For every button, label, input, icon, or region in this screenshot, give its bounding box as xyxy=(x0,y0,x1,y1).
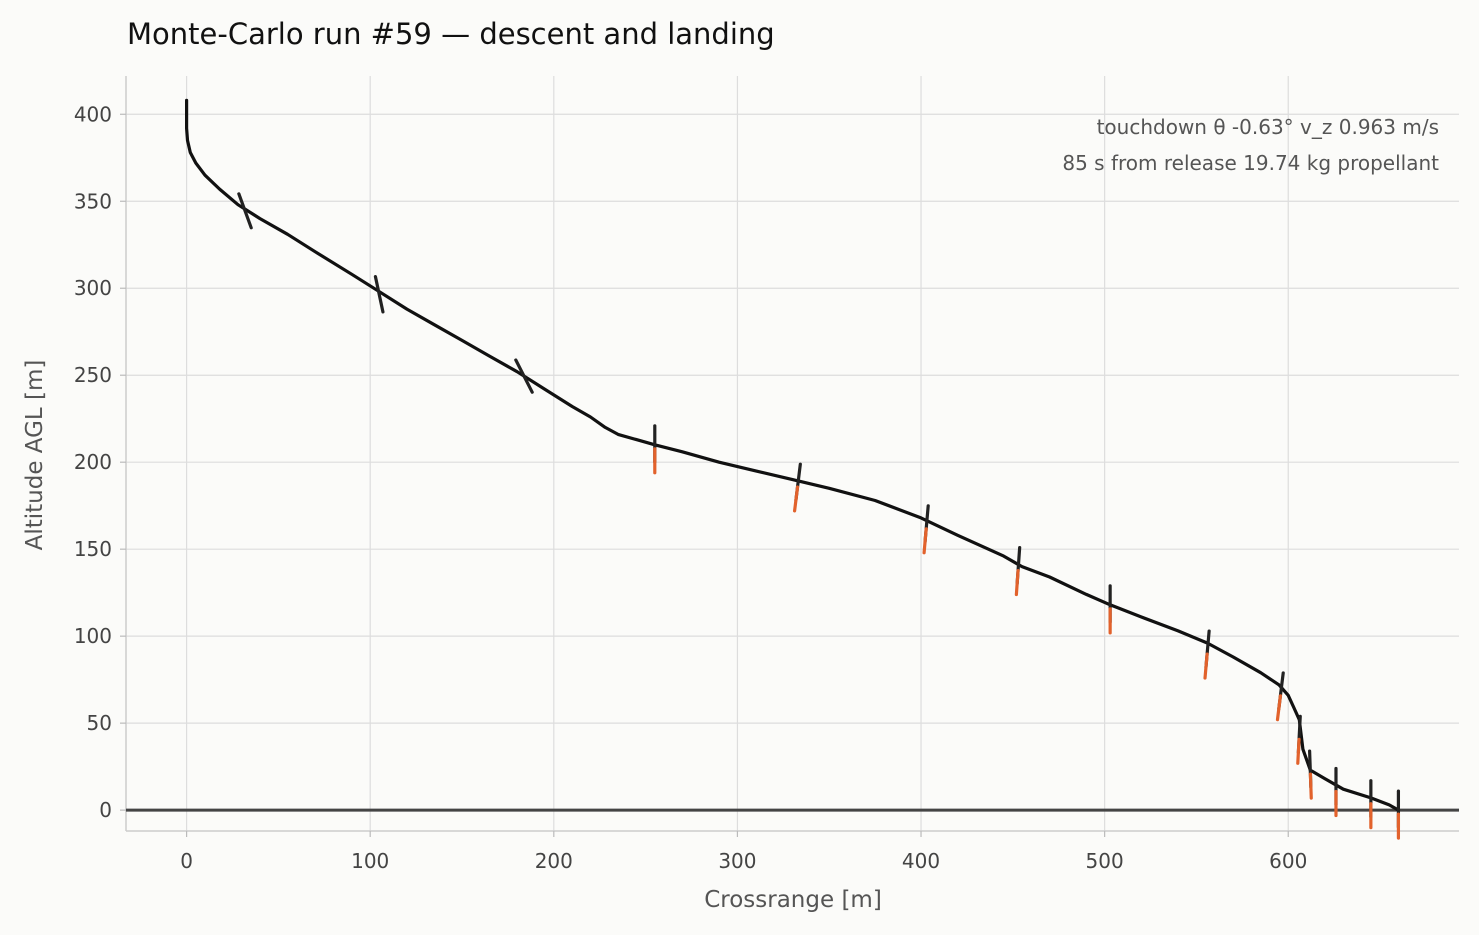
y-tick-labels: 0 50 100 150 200 250 300 350 400 xyxy=(74,102,126,822)
x-tick-label: 300 xyxy=(718,849,756,873)
y-axis-label: Altitude AGL [m] xyxy=(22,360,48,551)
attitude-marker xyxy=(922,504,930,555)
y-tick-label: 350 xyxy=(74,189,112,213)
thrust-plume-mark xyxy=(1308,772,1313,800)
x-tick-label: 0 xyxy=(180,849,193,873)
thrust-plume-mark xyxy=(792,485,800,513)
y-tick-label: 0 xyxy=(99,798,112,822)
attitude-marker xyxy=(1308,749,1313,800)
vehicle-body-mark xyxy=(373,275,385,314)
y-tick-label: 300 xyxy=(74,276,112,300)
y-tick-label: 250 xyxy=(74,363,112,387)
grid xyxy=(126,76,1459,831)
attitude-marker xyxy=(792,462,802,513)
attitude-marker xyxy=(373,275,385,314)
x-tick-label: 100 xyxy=(351,849,389,873)
thrust-plume-mark xyxy=(922,527,928,555)
y-tick-label: 400 xyxy=(74,102,112,126)
thrust-plume-mark xyxy=(1296,737,1301,765)
y-tick-label: 200 xyxy=(74,450,112,474)
y-tick-label: 50 xyxy=(87,711,112,735)
x-tick-label: 600 xyxy=(1269,849,1307,873)
chart-title: Monte-Carlo run #59 — descent and landin… xyxy=(127,17,775,51)
attitude-marker xyxy=(1203,629,1211,680)
vehicle-body-mark xyxy=(514,358,534,394)
thrust-plume-mark xyxy=(1014,568,1020,597)
annotation-touchdown: touchdown θ -0.63° v_z 0.963 m/s xyxy=(1097,115,1439,139)
vehicle-body-mark xyxy=(237,192,253,230)
annotation-release: 85 s from release 19.74 kg propellant xyxy=(1062,151,1439,175)
y-tick-label: 100 xyxy=(74,624,112,648)
x-tick-label: 400 xyxy=(902,849,940,873)
trajectory-line xyxy=(185,98,1400,812)
attitude-marker xyxy=(237,192,253,230)
attitude-marker xyxy=(1275,671,1285,722)
attitude-marker xyxy=(1014,546,1022,597)
attitude-marker xyxy=(514,358,534,394)
x-axis-label: Crossrange [m] xyxy=(704,887,882,913)
thrust-plume-mark xyxy=(1275,694,1283,722)
attitude-marker xyxy=(1296,714,1302,765)
trajectory-layer xyxy=(185,98,1400,812)
x-tick-label: 500 xyxy=(1086,849,1124,873)
thrust-plume-mark xyxy=(1203,652,1209,680)
y-tick-label: 150 xyxy=(74,537,112,561)
axes xyxy=(125,76,1459,832)
x-tick-labels: 0 100 200 300 400 500 600 xyxy=(180,831,1307,873)
attitude-markers xyxy=(237,192,1401,840)
x-tick-label: 200 xyxy=(535,849,573,873)
